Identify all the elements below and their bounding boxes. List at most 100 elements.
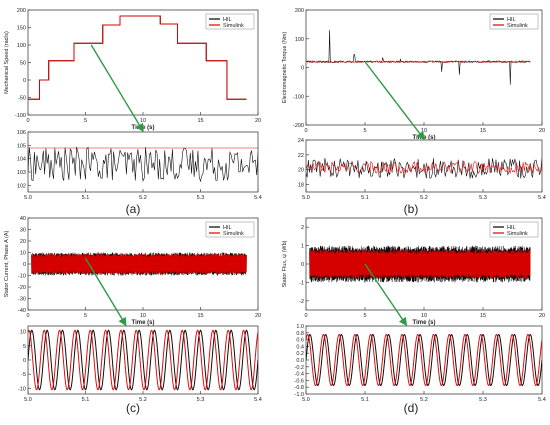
y-tick-label: -100 <box>15 113 26 119</box>
y-tick-label: 1.0 <box>296 324 304 330</box>
y-axis-label: Stator Flux, ψ (Wb) <box>282 240 288 287</box>
x-tick-label: 5.3 <box>479 397 487 403</box>
x-tick-label: 5.1 <box>82 195 90 201</box>
x-tick-label: 5.0 <box>24 397 32 403</box>
series-hil-line <box>28 329 258 391</box>
series-simulink-line <box>31 253 247 275</box>
x-tick-label: 0 <box>26 313 29 319</box>
series-simulink-line <box>28 329 258 391</box>
y-tick-label: 0 <box>23 262 26 268</box>
y-tick-label: 0.6 <box>296 338 304 344</box>
x-tick-label: 5.2 <box>139 195 147 201</box>
y-axis-label: Electromagnetic Torque (Nm) <box>282 32 288 104</box>
y-tick-label: 40 <box>20 216 26 222</box>
x-tick-label: 5 <box>363 128 366 134</box>
y-tick-label: 20 <box>20 239 26 245</box>
legend-label-simulink: Simulink <box>223 231 244 237</box>
zoom-arrow <box>364 61 425 141</box>
panel-label-a: (a) <box>126 202 141 216</box>
y-tick-label: 0.2 <box>296 351 304 357</box>
x-tick-label: 5.3 <box>197 397 205 403</box>
x-tick-label: 5.1 <box>82 397 90 403</box>
x-tick-label: 5.2 <box>139 397 147 403</box>
y-tick-label: 105 <box>17 143 26 149</box>
y-tick-label: 0.4 <box>296 344 304 350</box>
y-tick-label: 30 <box>20 228 26 234</box>
chart-c-zoom: 5.0 5.1 5.2 5.3 5.4 -10 -5 0 5 10 <box>18 325 262 403</box>
x-tick-label: 5.0 <box>24 195 32 201</box>
y-tick-label: 0 <box>23 78 26 84</box>
y-axis-label: Mechanical Speed (rad/s) <box>4 31 10 94</box>
zoom-arrow <box>364 263 408 327</box>
chart-d-zoom: 5.0 5.1 5.2 5.3 5.4-1.0-0.8-0.6-0.4-0.20.00.… <box>295 324 546 403</box>
chart-d-top: 0 5 10 15 20 -2 -1 0 1 2 Time (s) Stator Flux, ψ (W… <box>282 217 545 326</box>
y-tick-label: 18 <box>298 183 304 189</box>
plot-area <box>28 15 247 100</box>
series-simulink-line <box>306 60 531 64</box>
y-tick-label: 106 <box>17 130 26 136</box>
y-tick-label: 1 <box>301 244 304 250</box>
y-tick-label: 200 <box>295 8 304 14</box>
x-tick-label: 5.0 <box>302 195 310 201</box>
plot-area <box>306 158 542 179</box>
zoom-arrows-layer <box>84 44 425 327</box>
x-tick-label: 5.1 <box>361 195 369 201</box>
x-tick-label: 5.0 <box>302 397 310 403</box>
y-tick-label: -100 <box>293 94 304 100</box>
x-axis-label: Time (s) <box>413 320 436 326</box>
y-tick-label: 0 <box>301 262 304 268</box>
x-tick-label: 15 <box>480 313 486 319</box>
x-tick-label: 20 <box>539 313 545 319</box>
x-tick-label: 5.2 <box>420 195 428 201</box>
x-tick-label: 5.4 <box>254 195 262 201</box>
y-tick-label: 200 <box>17 8 26 14</box>
y-tick-label: -10 <box>18 274 26 280</box>
y-tick-label: 50 <box>20 61 26 67</box>
x-tick-label: 10 <box>421 128 427 134</box>
x-tick-label: 0 <box>304 313 307 319</box>
x-tick-label: 5 <box>363 313 366 319</box>
x-tick-label: 15 <box>197 118 203 124</box>
y-tick-label: -20 <box>18 285 26 291</box>
panel-label-b: (b) <box>404 202 419 216</box>
x-tick-label: 10 <box>140 118 146 124</box>
y-tick-label: -1.0 <box>295 392 304 398</box>
x-tick-label: 15 <box>197 313 203 319</box>
legend-label-simulink: Simulink <box>507 231 528 237</box>
x-tick-label: 20 <box>539 128 545 134</box>
x-tick-label: 5 <box>84 313 87 319</box>
legend-label-hil: HIL <box>223 17 232 23</box>
y-axis-label: Stator Current, Phase A (A) <box>4 231 10 298</box>
plot-area <box>28 146 258 183</box>
y-tick-label: -200 <box>293 123 304 129</box>
series-simulink-line <box>306 333 542 387</box>
y-tick-label: -2 <box>299 299 304 305</box>
x-tick-label: 5.4 <box>538 397 546 403</box>
series-simulink-line <box>28 15 247 100</box>
legend-label-simulink: Simulink <box>507 23 528 29</box>
y-tick-label: 0 <box>301 66 304 72</box>
chart-a-zoom: 5.0 5.1 5.2 5.3 5.4 102 103 104 105 106 <box>17 130 262 201</box>
y-tick-label: 104 <box>17 157 26 163</box>
y-tick-label: -0.2 <box>295 365 304 371</box>
y-tick-label: -0.6 <box>295 378 304 384</box>
legend-label-hil: HIL <box>507 225 516 231</box>
x-tick-label: 5 <box>84 118 87 124</box>
y-tick-label: 0.0 <box>296 358 304 364</box>
chart-b-zoom: 5.0 5.1 5.2 5.3 5.4 18 20 22 24 <box>298 138 546 201</box>
plot-area <box>28 329 258 391</box>
y-tick-label: -0.4 <box>295 372 304 378</box>
plot-area <box>31 252 247 276</box>
y-tick-label: -10 <box>18 386 26 392</box>
legend-label-hil: HIL <box>507 17 516 23</box>
y-tick-label: -50 <box>18 96 26 102</box>
plot-area <box>309 245 531 283</box>
x-tick-label: 5.1 <box>361 397 369 403</box>
panel-label-d: (d) <box>404 401 419 415</box>
